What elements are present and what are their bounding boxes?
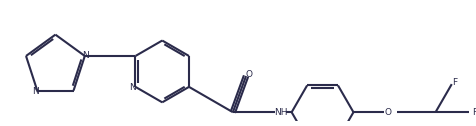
Text: O: O [384, 108, 391, 117]
Text: F: F [451, 78, 456, 87]
Text: N: N [129, 83, 136, 92]
Text: NH: NH [273, 108, 287, 117]
Text: N: N [32, 87, 39, 96]
Text: N: N [82, 51, 89, 60]
Text: F: F [472, 108, 476, 117]
Text: O: O [245, 70, 252, 78]
